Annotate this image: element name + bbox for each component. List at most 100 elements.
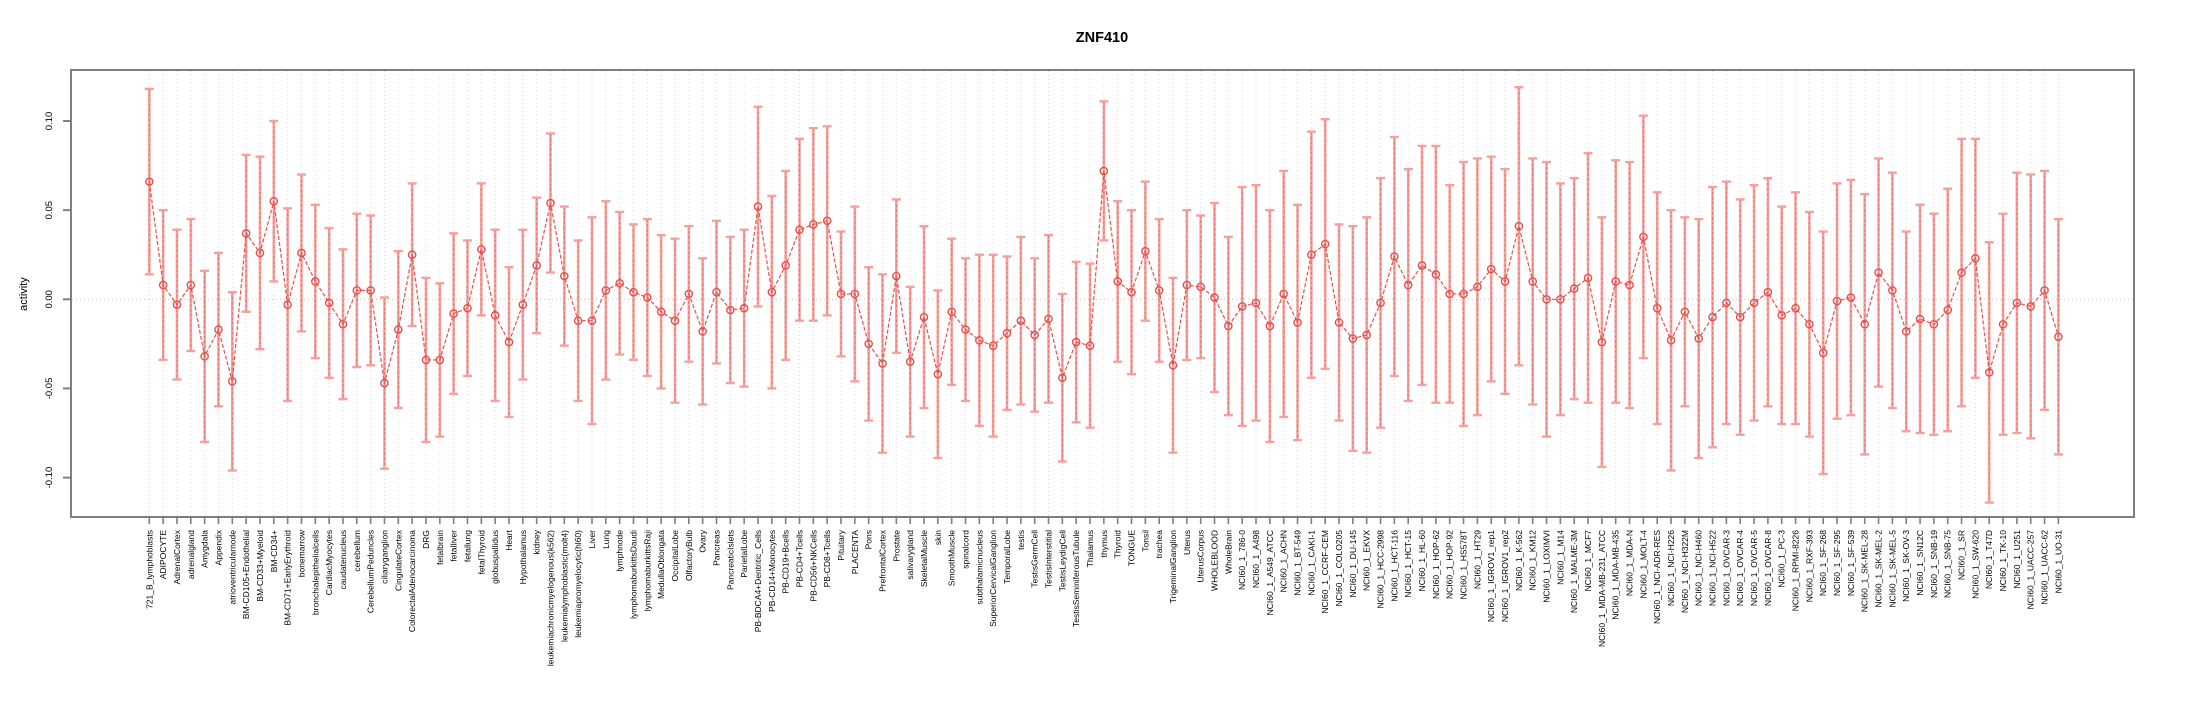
x-axis-tick-label: NCI60_1_M14 [1555,530,1565,585]
data-point-marker [324,298,334,308]
data-point-marker [601,286,611,295]
x-axis-tick-label: caudatenucleus [338,530,348,590]
data-point-marker [947,307,956,317]
data-point-marker [836,289,846,299]
data-point-marker [1251,298,1261,308]
x-axis-tick-label: NCI60_1_HT29 [1472,530,1482,589]
data-point-marker [1002,328,1012,338]
data-point-marker [1569,284,1579,293]
data-point-marker [1984,368,1994,377]
x-axis-tick-label: NCI60_1_PC-3 [1777,530,1787,588]
x-axis-tick-label: NCI60_1_SR [1957,530,1967,580]
x-axis-tick-label: MedullaOblongata [656,530,666,599]
x-axis-tick-label: Thalamus [1085,530,1095,567]
data-point-marker [477,245,486,254]
x-axis-tick-label: lymphnode [615,530,625,572]
data-point-marker [1141,246,1150,256]
x-axis-tick-label: NCI60_1_IGROV1_rep2 [1500,530,1510,622]
data-point-marker [1334,318,1344,327]
data-point-marker [1058,373,1067,383]
x-axis-tick-label: OccipitalLobe [670,530,680,582]
x-axis-tick-label: PLACENTA [850,530,860,575]
data-point-marker [961,325,970,334]
data-point-marker [795,225,804,235]
x-axis-tick-label: NCI60_1_RPMI-8226 [1791,530,1801,612]
data-point-marker [1680,307,1690,317]
x-axis-tick-label: BM-CD34+ [269,530,279,572]
x-axis-tick-label: spinalcord [961,530,971,569]
data-point-marker [1168,360,1178,370]
x-axis-tick-label: bonemarrow [296,529,306,577]
data-point-marker [200,352,209,361]
data-point-marker [1542,294,1551,304]
data-point-marker [352,286,362,295]
x-axis-tick-label: fetallung [462,530,472,562]
data-point-marker [1403,280,1413,290]
x-axis-tick-label: NCI60_1_SNB-75 [1943,530,1953,598]
x-axis-tick-label: NCI60_1_SK-MEL-2 [1874,530,1884,608]
data-point-marker [1016,316,1026,325]
data-point-marker [1666,336,1676,345]
data-point-marker [1832,296,1842,306]
data-point-marker [1694,334,1704,343]
data-point-marker [1224,321,1233,331]
data-point-marker [2054,332,2063,342]
data-point-marker [297,248,306,258]
x-axis-tick-label: NCI60_1_MDA-N [1625,530,1635,596]
x-axis-tick-label: Amygdala [200,530,210,568]
x-axis-tick-label: TrigeminalGanglion [1168,530,1178,604]
data-point-marker [380,378,389,388]
x-axis-tick-label: NCI60_1_K-562 [1514,530,1524,591]
data-point-marker [1929,319,1939,329]
x-axis-tick-label: PB-BDCA4+Dentritic_Cells [753,530,763,632]
data-point-marker [1113,277,1122,286]
data-point-marker [1210,293,1219,302]
data-point-marker [1431,270,1441,279]
x-axis-tick-label: BM-CD33+Myeloid [255,530,265,602]
x-axis-tick-label: Uterus [1182,530,1192,555]
data-point-marker [1196,282,1205,292]
x-axis-tick-label: TestisSeminiferousTubule [1071,530,1081,627]
data-point-marker [1237,302,1247,311]
data-point-marker [1486,264,1496,274]
data-point-marker [573,316,583,325]
x-axis-tick-label: NCI60_1_SF-539 [1846,530,1856,596]
data-point-marker [809,220,818,229]
x-axis-tick-label: NCI60_1_ACHN [1279,530,1289,592]
x-axis-tick-label: NCI60_1_TK-10 [1998,530,2008,592]
data-point-marker [878,359,887,368]
data-point-marker [144,177,154,186]
data-point-marker [1791,303,1800,313]
data-point-marker [1528,277,1537,286]
x-axis-tick-label: NCI60_1_UACC-62 [2040,530,2050,605]
x-axis-tick-label: NCI60_1_RXF-393 [1804,530,1814,603]
data-point-marker [781,261,790,270]
x-axis-tick-label: NCI60_1_MOLT-4 [1638,530,1648,599]
data-point-marker [255,248,265,258]
data-point-marker [1445,289,1454,299]
data-point-marker [546,198,555,208]
data-point-marker [214,325,223,334]
x-axis-tick-label: leukemialymphoblastic(molt4) [559,530,569,642]
x-axis-tick-label: NCI60_1_SK-MEL-28 [1860,530,1870,612]
x-axis-tick-label: Pancreas [711,530,721,566]
x-axis-tick-label: CingulateCortex [393,529,403,591]
x-axis-tick-label: TestisLeydigCell [1057,530,1067,592]
data-point-marker [463,303,472,313]
x-axis-tick-label: ADIPOCYTE [158,530,168,579]
x-axis-tick-label: NCI60_1_HCT-15 [1403,530,1413,598]
x-axis-tick-label: Lung [601,530,611,549]
data-point-marker [1154,286,1164,295]
x-axis-tick-label: fetalliver [449,530,459,562]
data-point-marker [1127,287,1136,297]
data-point-marker [2026,302,2036,311]
data-point-marker [1514,221,1524,231]
data-point-marker [629,287,638,297]
data-point-marker [905,357,915,367]
data-point-marker [670,316,680,325]
data-point-marker [1749,298,1759,308]
data-point-marker [975,336,984,345]
y-axis-tick-label: -0.10 [44,467,55,489]
data-point-marker [283,300,292,309]
